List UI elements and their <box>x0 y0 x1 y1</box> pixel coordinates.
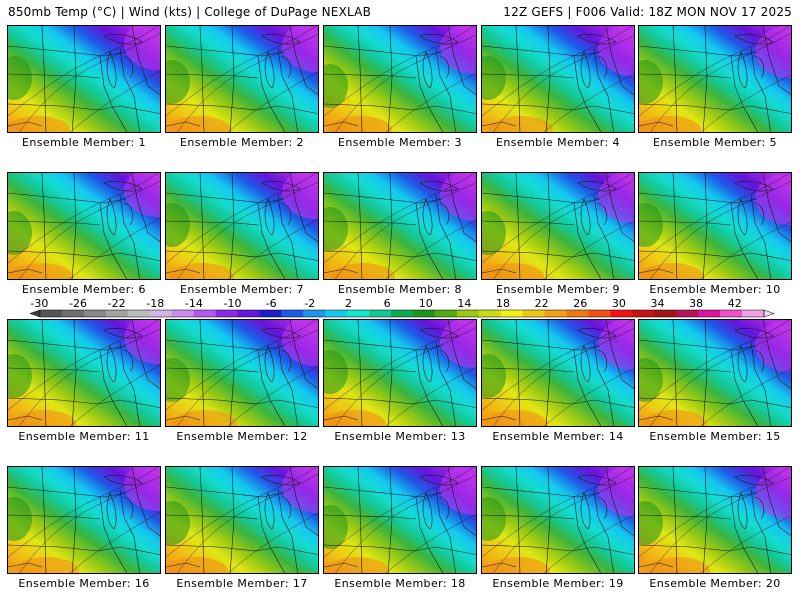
colorbar-tick-label: -26 <box>69 297 87 310</box>
ensemble-member-label: Ensemble Member: 2 <box>180 136 304 149</box>
colorbar-tick-label: 22 <box>535 297 549 310</box>
colorbar-segment <box>588 310 611 317</box>
ensemble-member-map <box>323 319 477 427</box>
ensemble-member-label: Ensemble Member: 16 <box>18 577 150 590</box>
ensemble-member-map <box>323 466 477 574</box>
colorbar-segment <box>742 310 765 317</box>
ensemble-member-label: Ensemble Member: 14 <box>492 430 624 443</box>
ensemble-member-label: Ensemble Member: 1 <box>22 136 146 149</box>
colorbar-tick-label: 42 <box>728 297 742 310</box>
ensemble-member-map <box>7 466 161 574</box>
temperature-colorbar: -30 -26 -22 -18 -14 -10 -6 -2 2 6 10 14 18 22 26 30 34 38… <box>29 297 775 318</box>
ensemble-member-map <box>323 172 477 280</box>
ensemble-member-label: Ensemble Member: 13 <box>334 430 466 443</box>
colorbar-segment <box>347 310 370 317</box>
ensemble-member-label: Ensemble Member: 4 <box>496 136 620 149</box>
ensemble-member-map <box>165 172 319 280</box>
ensemble-member-map <box>7 319 161 427</box>
colorbar-tick-label: -2 <box>304 297 315 310</box>
colorbar-segment <box>149 310 172 317</box>
ensemble-member-map <box>7 172 161 280</box>
colorbar-tick-label: 26 <box>573 297 587 310</box>
colorbar-segment <box>193 310 216 317</box>
ensemble-member-map <box>638 466 792 574</box>
colorbar-segment <box>40 310 63 317</box>
colorbar-segment <box>281 310 304 317</box>
ensemble-member-label: Ensemble Member: 11 <box>18 430 150 443</box>
colorbar-segment <box>654 310 677 317</box>
ensemble-member-map <box>323 25 477 133</box>
ensemble-member-map <box>481 319 635 427</box>
colorbar-tick-label: -22 <box>108 297 126 310</box>
ensemble-member-label: Ensemble Member: 7 <box>180 283 304 296</box>
colorbar-tick-label: -10 <box>224 297 242 310</box>
ensemble-member-map <box>165 25 319 133</box>
colorbar-segment <box>676 310 699 317</box>
colorbar-segment <box>105 310 129 317</box>
colorbar-segment <box>478 310 502 317</box>
colorbar-segment <box>456 310 480 317</box>
colorbar-segment <box>391 310 414 317</box>
ensemble-member-map <box>638 319 792 427</box>
colorbar-segment <box>632 310 655 317</box>
colorbar-tick-label: 14 <box>457 297 471 310</box>
colorbar-segment <box>544 310 567 317</box>
ensemble-member-map <box>481 466 635 574</box>
colorbar-segment <box>61 310 85 317</box>
colorbar-segment <box>434 310 458 317</box>
ensemble-member-label: Ensemble Member: 5 <box>653 136 777 149</box>
colorbar-segment <box>610 310 633 317</box>
colorbar-tick-label: -14 <box>185 297 203 310</box>
ensemble-member-label: Ensemble Member: 9 <box>496 283 620 296</box>
colorbar-tick-label: 10 <box>419 297 433 310</box>
colorbar-segment <box>171 310 194 317</box>
ensemble-member-label: Ensemble Member: 20 <box>649 577 781 590</box>
colorbar-tick-label: -30 <box>30 297 48 310</box>
colorbar-segment <box>259 310 282 317</box>
colorbar-min-arrow <box>29 309 41 318</box>
colorbar-segment <box>412 310 436 317</box>
ensemble-member-label: Ensemble Member: 6 <box>22 283 146 296</box>
colorbar-segment <box>698 310 721 317</box>
ensemble-member-label: Ensemble Member: 3 <box>338 136 462 149</box>
colorbar-tick-label: -18 <box>146 297 164 310</box>
colorbar-segment <box>720 310 743 317</box>
ensemble-member-map <box>638 172 792 280</box>
colorbar-segment <box>566 310 589 317</box>
model-run-info: 12Z GEFS | F006 Valid: 18Z MON NOV 17 20… <box>503 5 792 19</box>
colorbar-segment <box>522 310 545 317</box>
ensemble-member-map <box>481 25 635 133</box>
colorbar-segment <box>237 310 260 317</box>
colorbar-tick-label: 38 <box>689 297 703 310</box>
colorbar-tick-label: 34 <box>650 297 664 310</box>
ensemble-member-label: Ensemble Member: 12 <box>176 430 308 443</box>
ensemble-member-map <box>7 25 161 133</box>
colorbar-segment <box>500 310 523 317</box>
colorbar-tick-label: 6 <box>384 297 391 310</box>
colorbar-segment <box>325 310 348 317</box>
colorbar-tick-label: 30 <box>612 297 626 310</box>
colorbar-tick-label: 18 <box>496 297 510 310</box>
ensemble-member-map <box>165 466 319 574</box>
colorbar-max-arrow <box>763 309 775 318</box>
ensemble-member-map <box>165 319 319 427</box>
ensemble-member-label: Ensemble Member: 17 <box>176 577 308 590</box>
map-title: 850mb Temp (°C) | Wind (kts) | College o… <box>8 5 372 19</box>
ensemble-member-label: Ensemble Member: 10 <box>649 283 781 296</box>
colorbar-tick-label: -6 <box>266 297 277 310</box>
colorbar-outline <box>39 309 765 318</box>
ensemble-member-map <box>481 172 635 280</box>
colorbar-tick-label: 2 <box>345 297 352 310</box>
colorbar-segment <box>127 310 150 317</box>
ensemble-member-label: Ensemble Member: 18 <box>334 577 466 590</box>
ensemble-member-label: Ensemble Member: 19 <box>492 577 624 590</box>
ensemble-member-label: Ensemble Member: 15 <box>649 430 781 443</box>
ensemble-member-map <box>638 25 792 133</box>
colorbar-segment <box>215 310 238 317</box>
colorbar-segment <box>369 310 392 317</box>
colorbar-segment <box>303 310 326 317</box>
colorbar-segment <box>83 310 107 317</box>
ensemble-member-label: Ensemble Member: 8 <box>338 283 462 296</box>
